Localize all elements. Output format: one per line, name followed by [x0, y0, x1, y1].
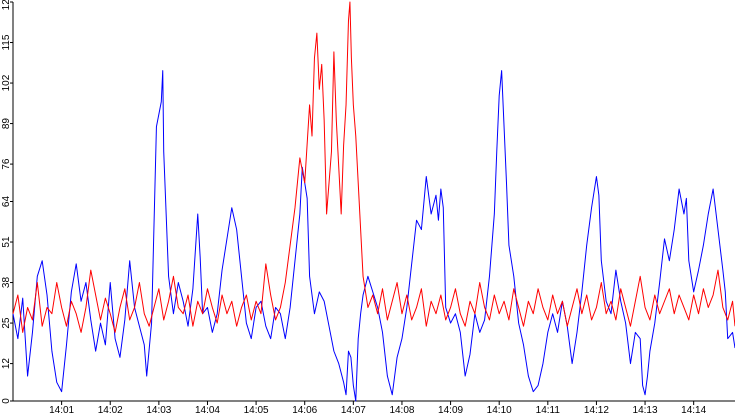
x-axis: 14:01 14:02 14:03 14:04 14:05 14:06 14:07 14:08… — [13, 400, 735, 415]
x-tick-label: 14:12 — [584, 405, 609, 415]
y-tick-label: 25 — [1, 317, 12, 329]
x-tick-label: 14:10 — [487, 405, 512, 415]
series-line-0 — [12, 70, 735, 402]
y-tick-label: 0 — [1, 398, 12, 404]
x-tick-label: 14:02 — [98, 405, 123, 415]
y-tick-label: 115 — [1, 34, 12, 50]
x-tick-label: 14:01 — [49, 405, 74, 415]
x-tick-label: 14:14 — [681, 405, 706, 415]
x-tick-label: 14:08 — [389, 405, 414, 415]
y-axis: 0 12 25 38 51 64 76 89 102 115 128 — [1, 0, 14, 404]
y-tick-label: 76 — [1, 158, 12, 170]
y-tick-label: 102 — [1, 74, 12, 91]
y-tick-label: 38 — [1, 277, 12, 289]
y-tick-label: 128 — [1, 0, 12, 10]
x-tick-label: 14:11 — [536, 405, 561, 415]
x-tick-label: 14:04 — [195, 405, 220, 415]
series-layer — [12, 1, 735, 402]
y-tick-label: 12 — [1, 358, 12, 370]
y-tick-label: 89 — [1, 118, 12, 130]
series-line-1 — [12, 1, 735, 333]
x-tick-label: 14:06 — [292, 405, 317, 415]
x-tick-label: 14:07 — [341, 405, 366, 415]
y-tick-label: 64 — [1, 196, 12, 208]
x-tick-label: 14:13 — [633, 405, 658, 415]
x-tick-label: 14:05 — [244, 405, 269, 415]
x-tick-label: 14:09 — [438, 405, 463, 415]
x-tick-label: 14:03 — [146, 405, 171, 415]
y-tick-label: 51 — [1, 236, 12, 248]
